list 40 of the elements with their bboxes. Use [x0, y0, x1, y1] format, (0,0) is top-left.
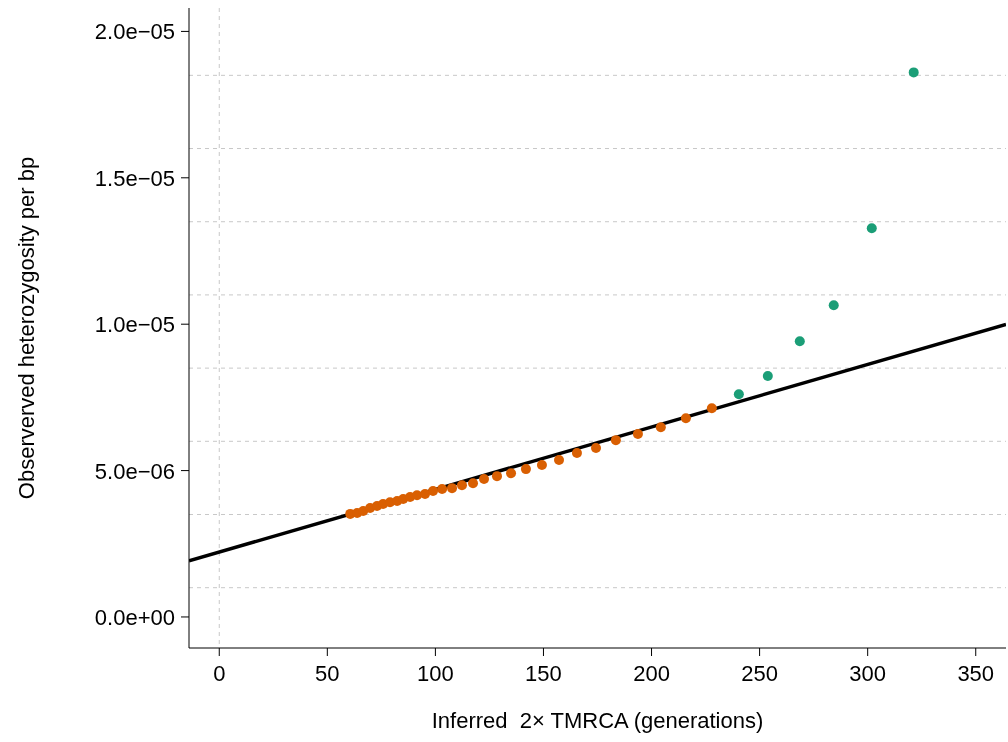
point [468, 478, 479, 489]
point [866, 223, 877, 234]
x-tick-label: 0 [213, 661, 226, 686]
point [571, 448, 582, 459]
point [655, 422, 666, 433]
x-axis-title: Inferred 2× TMRCA (generations) [431, 708, 764, 733]
y-tick-label: 0.0e+00 [94, 604, 175, 630]
y-tick-label: 5.0e−06 [94, 458, 175, 484]
point [492, 471, 502, 482]
point [632, 428, 643, 439]
point [506, 468, 517, 479]
point [520, 464, 531, 475]
point [828, 300, 839, 311]
x-tick-label: 50 [315, 661, 340, 686]
point [610, 435, 621, 446]
point [428, 486, 439, 497]
x-tick-label: 250 [741, 661, 778, 686]
x-tick-label: 100 [417, 661, 454, 686]
point [554, 455, 565, 466]
x-tick-label: 200 [633, 661, 670, 686]
y-axis-title: Observerved heterozygosity per bp [14, 156, 39, 500]
point [762, 371, 773, 382]
y-tick-label: 1.0e−05 [94, 312, 175, 338]
point [706, 403, 717, 414]
point [437, 484, 448, 495]
y-tick-label: 2.0e−05 [94, 19, 175, 45]
point [794, 336, 805, 347]
point [456, 480, 467, 491]
y-tick-label: 1.5e−05 [94, 165, 175, 191]
point [420, 489, 431, 499]
x-tick-label: 300 [849, 661, 887, 686]
point [536, 460, 547, 471]
point [733, 389, 744, 400]
x-tick-label: 150 [525, 661, 562, 686]
point [447, 483, 458, 494]
point [479, 474, 490, 485]
point [908, 67, 919, 78]
x-tick-label: 350 [957, 661, 995, 686]
point [590, 443, 601, 454]
point [680, 413, 691, 424]
